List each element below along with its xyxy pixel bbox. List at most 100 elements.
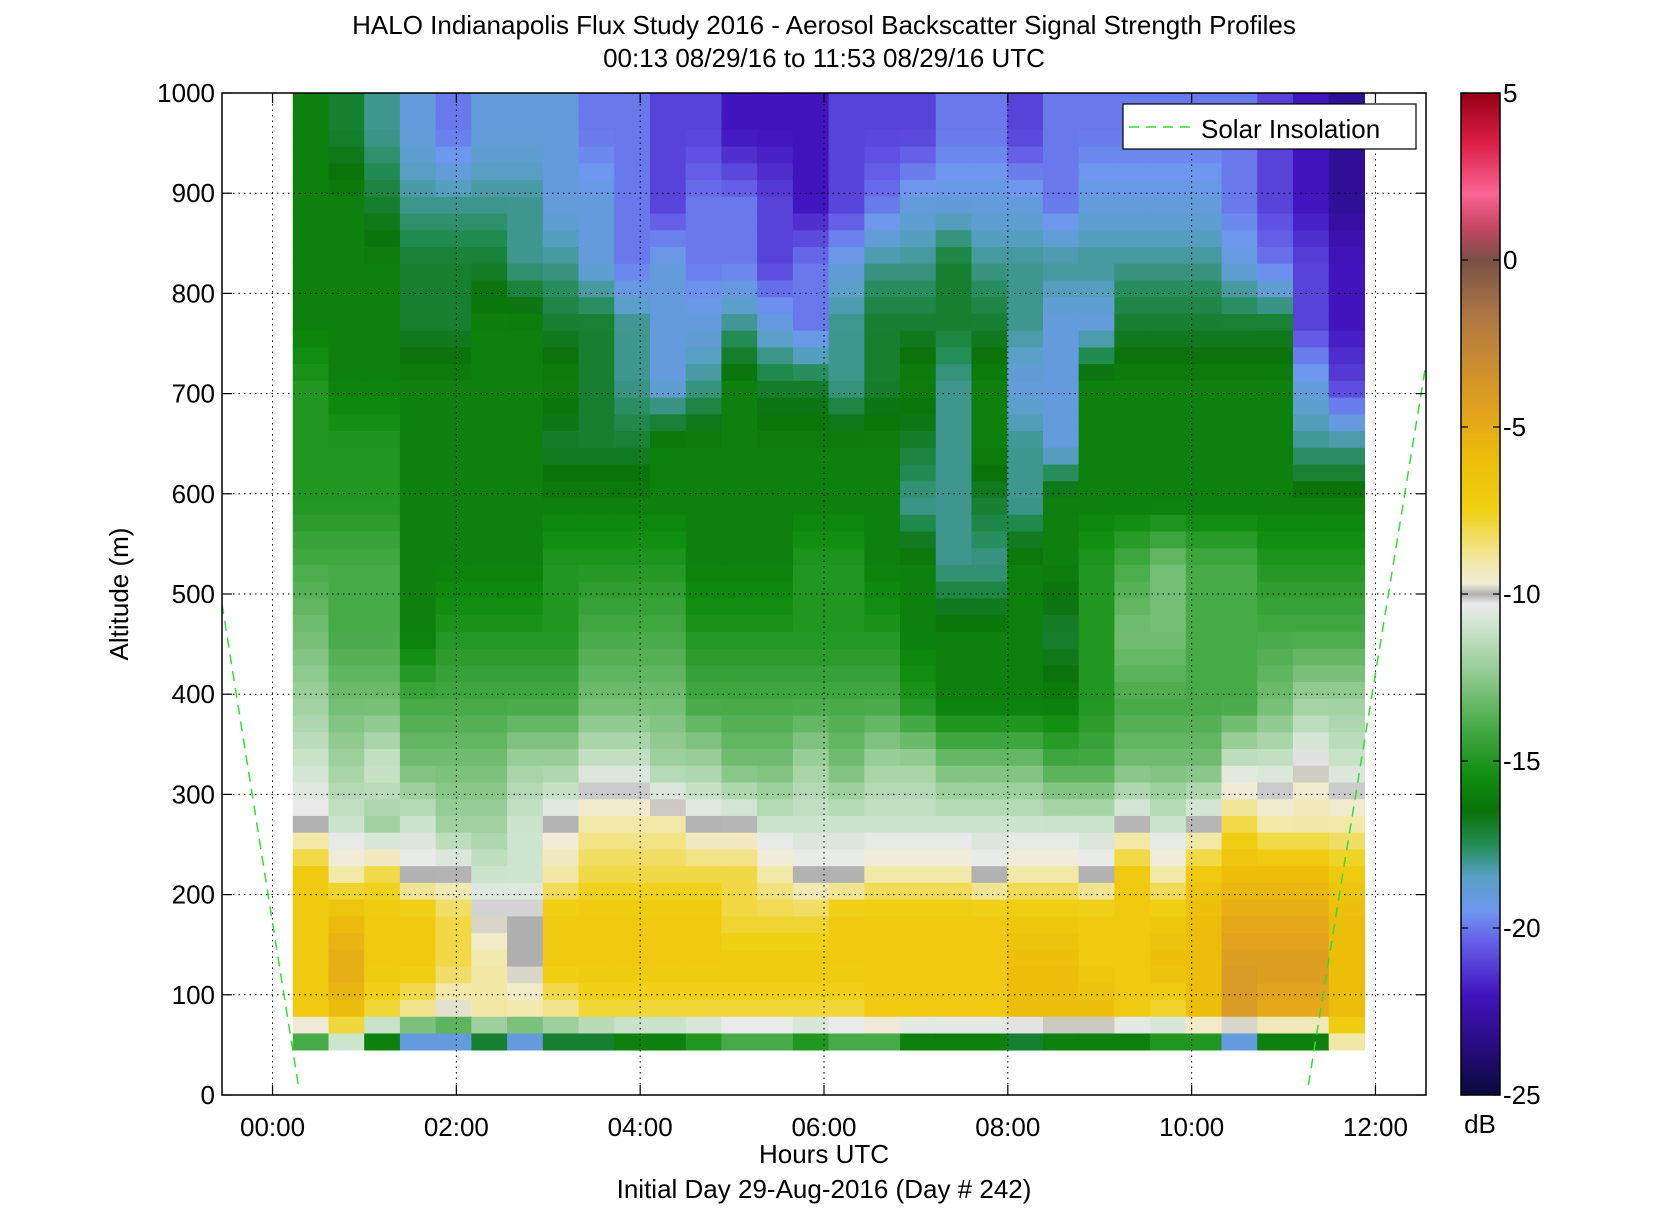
heatmap-cell [1078,965,1115,984]
heatmap-cell [1007,530,1044,549]
heatmap-cell [649,397,687,415]
heatmap-cell [1257,212,1294,231]
heatmap-cell [685,999,723,1017]
heatmap-cell [900,815,937,833]
heatmap-cell [578,363,615,381]
heatmap-cell [435,112,472,130]
heatmap-cell [935,932,973,950]
heatmap-cell [792,530,830,549]
heatmap-cell [792,413,830,432]
heatmap-cell [1221,530,1258,549]
heatmap-cell [542,430,580,448]
heatmap-cell [792,514,830,532]
heatmap-cell [792,1032,830,1051]
heatmap-cell [1042,497,1080,515]
heatmap-cell [328,279,365,298]
heatmap-cell [971,597,1008,616]
heatmap-cell [1185,413,1223,432]
heatmap-cell [1221,430,1258,448]
heatmap-cell [399,882,437,900]
heatmap-cell [828,413,865,432]
heatmap-cell [900,397,937,415]
heatmap-cell [1292,597,1330,616]
heatmap-cell [649,179,687,197]
heatmap-cell [721,129,758,147]
heatmap-cell [614,698,651,716]
heatmap-cell [542,497,580,515]
heatmap-cell [792,397,830,415]
heatmap-cell [685,815,723,833]
heatmap-cell [685,279,723,298]
heatmap-cell [685,430,723,448]
heatmap-cell [1042,932,1080,950]
heatmap-cell [757,514,794,532]
heatmap-cell [292,581,330,599]
heatmap-cell [435,1032,472,1051]
heatmap-cell [399,999,437,1017]
heatmap-cell [328,965,365,984]
heatmap-cell [935,346,973,365]
heatmap-cell [757,714,794,733]
heatmap-cell [328,263,365,281]
heatmap-cell [792,731,830,749]
heatmap-cell [792,765,830,783]
heatmap-cell [1221,698,1258,716]
heatmap-cell [1221,179,1258,197]
heatmap-cell [792,95,830,114]
heatmap-cell [578,547,615,565]
heatmap-cell [1185,380,1223,398]
heatmap-cell [292,380,330,398]
heatmap-cell [1114,263,1151,281]
heatmap-cell [971,664,1008,683]
heatmap-cell [1328,815,1366,833]
heatmap-cell [721,447,758,465]
heatmap-cell [399,781,437,800]
heatmap-cell [578,296,615,314]
heatmap-cell [435,664,472,683]
heatmap-cell [864,949,901,967]
heatmap-cell [1257,597,1294,616]
heatmap-cell [757,698,794,716]
heatmap-cell [399,497,437,515]
heatmap-cell [1007,263,1044,281]
heatmap-cell [1007,129,1044,147]
heatmap-cell [1292,497,1330,515]
heatmap-cell [935,731,973,749]
heatmap-cell [1185,93,1223,97]
heatmap-cell [1257,781,1294,800]
heatmap-cell [757,965,794,984]
heatmap-cell [471,899,508,917]
heatmap-cell [399,363,437,381]
heatmap-cell [900,93,937,97]
heatmap-cell [435,480,472,498]
heatmap-cell [1078,179,1115,197]
heatmap-cell [1328,330,1366,348]
heatmap-cell [864,179,901,197]
heatmap-cell [685,882,723,900]
heatmap-cell [864,597,901,616]
heatmap-cell [1221,196,1258,214]
heatmap-cell [721,93,758,97]
heatmap-cell [364,949,401,967]
heatmap-cell [649,212,687,231]
heatmap-cell [507,212,544,231]
heatmap-cell [292,798,330,816]
heatmap-cell [1114,899,1151,917]
heatmap-cell [614,93,651,97]
heatmap-cell [614,530,651,549]
heatmap-cell [1078,915,1115,934]
heatmap-cell [507,93,544,97]
heatmap-cell [828,848,865,867]
heatmap-cell [1007,296,1044,314]
heatmap-cell [828,865,865,883]
heatmap-cell [471,798,508,816]
heatmap-cell [1150,949,1187,967]
heatmap-cell [757,865,794,883]
heatmap-cell [757,1032,794,1051]
heatmap-cell [399,798,437,816]
heatmap-cell [1257,279,1294,298]
heatmap-cell [507,865,544,883]
heatmap-cell [828,564,865,582]
heatmap-cell [685,915,723,934]
heatmap-cell [721,330,758,348]
